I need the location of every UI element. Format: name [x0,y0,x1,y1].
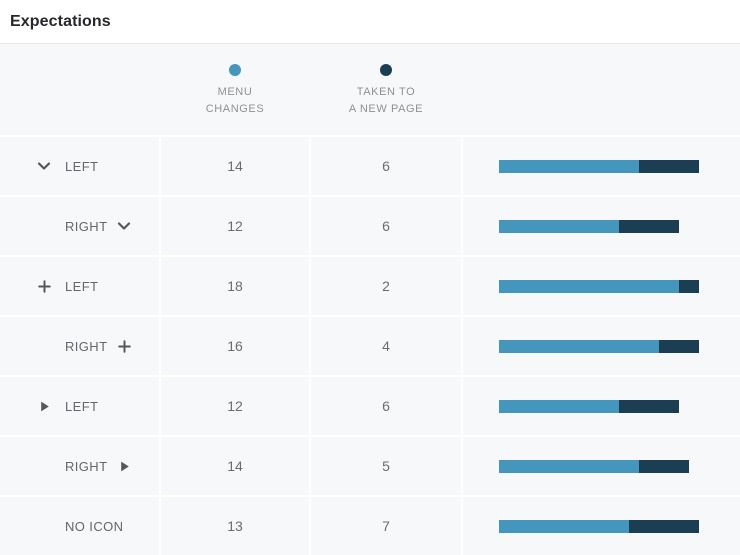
row-label: LEFT [65,278,99,294]
bar-cell [463,197,740,255]
stacked-bar [499,159,699,173]
row-label-cell: LEFT [0,257,159,315]
page-title: Expectations [10,12,111,30]
table-row: RIGHT 14 5 [0,435,740,495]
row-label-cell: RIGHT [0,437,159,495]
icon-slot-right [108,159,122,173]
table-row: LEFT 12 6 [0,375,740,435]
legend-label-page-line2: A NEW PAGE [348,103,424,115]
row-label: RIGHT [65,458,108,474]
caret-right-icon [37,399,51,413]
menu-changes-value: 18 [161,257,309,315]
icon-slot-right [108,279,122,293]
row-label-cell: LEFT [0,377,159,435]
chevron-down-icon [37,159,51,173]
caret-right-icon [117,459,131,473]
row-label: LEFT [65,158,99,174]
new-page-value: 2 [311,257,461,315]
menu-changes-bar-segment [499,279,679,293]
new-page-value: 6 [311,377,461,435]
chart-rows: LEFT 14 6 RIGHT 12 6 LEFT [0,135,740,555]
menu-changes-value: 14 [161,437,309,495]
bar-cell [463,137,740,195]
menu-changes-value: 16 [161,317,309,375]
menu-changes-bar-segment [499,459,639,473]
row-label: RIGHT [65,338,108,354]
legend-label-menu-line2: CHANGES [205,103,265,115]
icon-slot-left [37,339,51,353]
new-page-bar-segment [639,459,689,473]
new-page-bar-segment [639,159,699,173]
menu-changes-bar-segment [499,339,659,353]
new-page-bar-segment [679,279,699,293]
new-page-bar-segment [619,219,679,233]
plus-icon [37,279,51,293]
legend-label-page-line1: TAKEN TO [356,86,416,98]
new-page-value: 6 [311,197,461,255]
icon-slot-left [37,459,51,473]
row-label: RIGHT [65,218,108,234]
menu-changes-value: 12 [161,197,309,255]
table-row: LEFT 14 6 [0,135,740,195]
legend-label-menu-line1: MENU [217,86,253,98]
stacked-bar [499,519,699,533]
menu-changes-value: 12 [161,377,309,435]
new-page-bar-segment [629,519,699,533]
bar-cell [463,317,740,375]
new-page-value: 4 [311,317,461,375]
menu-changes-value: 14 [161,137,309,195]
title-bar: Expectations [0,0,740,43]
legend: MENU CHANGES TAKEN TO A NEW PAGE [0,44,740,135]
bar-cell [463,437,740,495]
chevron-down-icon [117,219,131,233]
row-label-cell: NO ICON [0,497,159,555]
table-row: RIGHT 16 4 [0,315,740,375]
menu-changes-bar-segment [499,219,619,233]
new-page-value: 7 [311,497,461,555]
table-row: LEFT 18 2 [0,255,740,315]
new-page-bar-segment [659,339,699,353]
bar-cell [463,497,740,555]
stacked-bar [499,219,679,233]
legend-item-menu-changes: MENU CHANGES [161,44,309,135]
bar-cell [463,257,740,315]
stacked-bar [499,339,699,353]
icon-slot-left [37,219,51,233]
new-page-value: 6 [311,137,461,195]
legend-spacer-right [463,44,740,135]
icon-slot-left [37,519,51,533]
stacked-bar [499,459,689,473]
new-page-bar-segment [619,399,679,413]
menu-changes-value: 13 [161,497,309,555]
new-page-dot-icon [380,64,392,76]
icon-slot-right [108,399,122,413]
legend-spacer-left [0,44,159,135]
plus-icon [117,339,131,353]
expectations-chart-panel: MENU CHANGES TAKEN TO A NEW PAGE LEFT 14… [0,43,740,555]
stacked-bar [499,399,679,413]
row-label-cell: RIGHT [0,317,159,375]
menu-changes-dot-icon [229,64,241,76]
new-page-value: 5 [311,437,461,495]
table-row: NO ICON 13 7 [0,495,740,555]
row-label-cell: RIGHT [0,197,159,255]
bar-cell [463,377,740,435]
stacked-bar [499,279,699,293]
legend-item-new-page: TAKEN TO A NEW PAGE [311,44,461,135]
row-label: LEFT [65,398,99,414]
table-row: RIGHT 12 6 [0,195,740,255]
menu-changes-bar-segment [499,399,619,413]
row-label-cell: LEFT [0,137,159,195]
row-label: NO ICON [65,518,124,534]
menu-changes-bar-segment [499,519,629,533]
menu-changes-bar-segment [499,159,639,173]
